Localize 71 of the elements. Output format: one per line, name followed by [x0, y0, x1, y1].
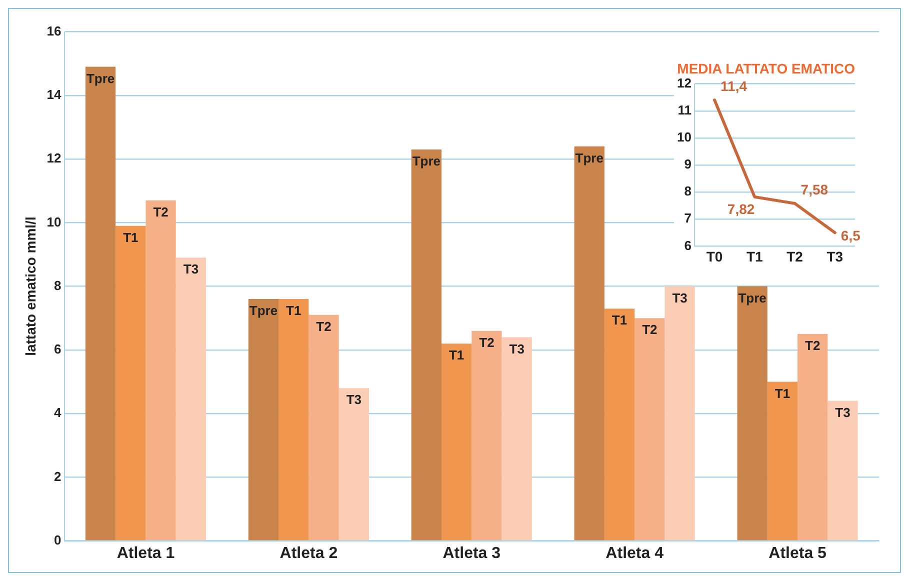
- series-label: T3: [183, 262, 199, 277]
- x-tick-label: Atleta 3: [442, 544, 501, 562]
- text: T2: [316, 319, 332, 334]
- text: T1: [123, 230, 138, 245]
- series-label: T2: [642, 322, 658, 338]
- text: T2: [479, 334, 494, 350]
- y-tick-label: 0: [54, 532, 62, 548]
- y-tick-label: 7: [684, 210, 692, 226]
- bar: [634, 318, 665, 540]
- y-tick-label: 6: [54, 342, 62, 357]
- data-label: 11,4: [720, 78, 748, 94]
- bar: [146, 200, 176, 540]
- bar: [411, 150, 442, 540]
- y-tick-label: 11: [678, 102, 692, 118]
- bar: [278, 299, 309, 540]
- y-axis-title: lattato ematico mml/l: [22, 216, 38, 356]
- text: Tpre: [575, 150, 604, 166]
- text: T1: [774, 386, 790, 401]
- bar: [176, 258, 206, 540]
- y-tick-label: 10: [676, 130, 692, 145]
- text: T3: [672, 290, 688, 306]
- bar: [798, 334, 828, 540]
- text: Tpre: [738, 290, 766, 306]
- y-tick-label: 10: [46, 214, 62, 230]
- bar: [604, 308, 635, 540]
- y-tick-label: 16: [46, 23, 62, 38]
- y-tick-label: 2: [54, 468, 62, 484]
- y-tick-label: 12: [676, 75, 692, 90]
- y-tick-label: 4: [54, 405, 62, 420]
- y-tick-label: 12: [46, 150, 62, 166]
- text: Tpre: [249, 303, 278, 318]
- data-label: 7,82: [727, 200, 755, 217]
- series-label: T1: [448, 348, 464, 363]
- y-tick-label: 8: [684, 184, 692, 199]
- bar: [502, 337, 532, 540]
- x-tick-label: T3: [826, 248, 844, 264]
- text: T3: [835, 404, 850, 420]
- y-tick-label: 14: [46, 87, 62, 102]
- y-tick-label: 8: [54, 278, 62, 293]
- bar: [308, 314, 339, 540]
- x-tick-label: Atleta 2: [280, 544, 338, 562]
- text: T1: [612, 312, 628, 328]
- x-tick-label: T2: [786, 248, 804, 264]
- x-tick-label: T0: [706, 248, 723, 264]
- text: Tpre: [412, 154, 440, 169]
- text: T2: [153, 204, 168, 220]
- x-tick-label: Atleta 1: [116, 544, 175, 562]
- bar: [574, 146, 604, 540]
- text: T2: [805, 338, 820, 354]
- y-tick-label: 9: [684, 156, 692, 172]
- data-label: 6,5: [840, 228, 861, 244]
- x-tick-label: T1: [746, 248, 764, 264]
- bar: [767, 382, 798, 540]
- bar: [338, 388, 369, 540]
- chart-title: MEDIA LATTATO EMATICO: [677, 60, 856, 76]
- bar: [664, 286, 695, 540]
- y-tick-label: 6: [684, 238, 692, 253]
- bar: [248, 299, 279, 540]
- bar: [472, 330, 502, 540]
- bar: [441, 344, 472, 540]
- bar: [116, 226, 146, 540]
- data-label: 7,58: [800, 181, 828, 198]
- x-tick-label: Atleta 4: [606, 544, 664, 562]
- text: T3: [346, 392, 362, 408]
- series-label: Tpre: [86, 70, 115, 86]
- text: T3: [509, 341, 524, 356]
- text: T1: [286, 303, 302, 318]
- x-tick-label: Atleta 5: [768, 544, 827, 562]
- bar: [737, 286, 768, 540]
- bar: [828, 400, 858, 540]
- bar: [85, 66, 116, 540]
